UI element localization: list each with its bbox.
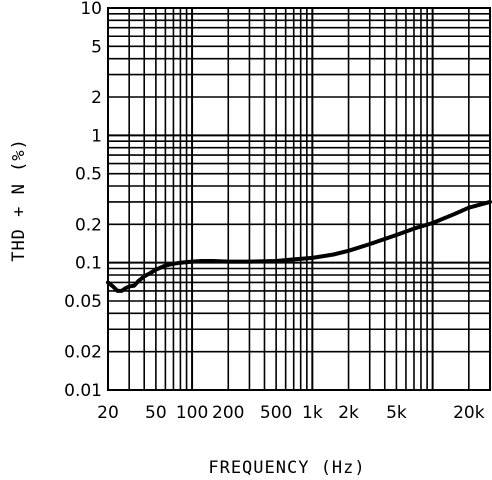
x-tick-label: 500 bbox=[260, 403, 292, 423]
y-tick-label: 5 bbox=[91, 37, 102, 57]
x-tick-label: 5k bbox=[386, 403, 407, 423]
x-tick-labels: 20 50 100 200 500 1k 2k 5k 20k bbox=[97, 403, 485, 423]
x-tick-label: 50 bbox=[145, 403, 167, 423]
thd-curve bbox=[106, 199, 492, 293]
x-tick-label: 20k bbox=[453, 403, 485, 423]
series-layer bbox=[106, 199, 492, 293]
y-tick-label: 0.1 bbox=[75, 254, 102, 274]
grid bbox=[108, 8, 490, 390]
x-tick-label: 20 bbox=[97, 403, 119, 423]
y-tick-label: 0.5 bbox=[75, 165, 102, 185]
y-tick-label: 2 bbox=[91, 88, 102, 108]
x-tick-label: 2k bbox=[338, 403, 359, 423]
plot-frame bbox=[107, 7, 491, 391]
y-tick-label: 0.02 bbox=[64, 343, 102, 363]
x-tick-label: 100 bbox=[176, 403, 208, 423]
x-tick-label: 1k bbox=[302, 403, 323, 423]
x-axis-title: FREQUENCY (Hz) bbox=[208, 458, 365, 478]
y-tick-label: 0.05 bbox=[64, 292, 102, 312]
y-tick-label: 0.01 bbox=[64, 381, 102, 401]
y-tick-label: 10 bbox=[80, 0, 102, 19]
y-tick-label: 1 bbox=[91, 126, 102, 146]
y-tick-label: 0.2 bbox=[75, 215, 102, 235]
y-axis-title: THD + N (%) bbox=[9, 138, 29, 262]
x-tick-label: 200 bbox=[212, 403, 244, 423]
y-tick-labels: 10 5 2 1 0.5 0.2 0.1 0.05 0.02 0.01 bbox=[64, 0, 102, 401]
